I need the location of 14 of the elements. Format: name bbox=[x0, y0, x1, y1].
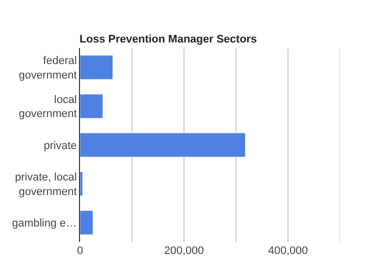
y-tick-label: gambling e… bbox=[12, 217, 77, 230]
y-tick-label: federal government bbox=[18, 55, 77, 82]
x-tick-label: 200,000 bbox=[164, 245, 204, 257]
bar bbox=[80, 172, 83, 196]
chart-title: Loss Prevention Manager Sectors bbox=[80, 33, 257, 46]
bar bbox=[80, 55, 114, 80]
y-tick-label: private, local government bbox=[15, 172, 77, 198]
bar bbox=[80, 94, 104, 118]
y-tick-label: private bbox=[44, 140, 77, 152]
x-tick-label: 400,000 bbox=[268, 245, 308, 257]
y-tick-label: local government bbox=[18, 94, 77, 120]
bar bbox=[80, 210, 94, 235]
x-tick-label: 0 bbox=[76, 245, 84, 257]
bar bbox=[80, 132, 246, 158]
